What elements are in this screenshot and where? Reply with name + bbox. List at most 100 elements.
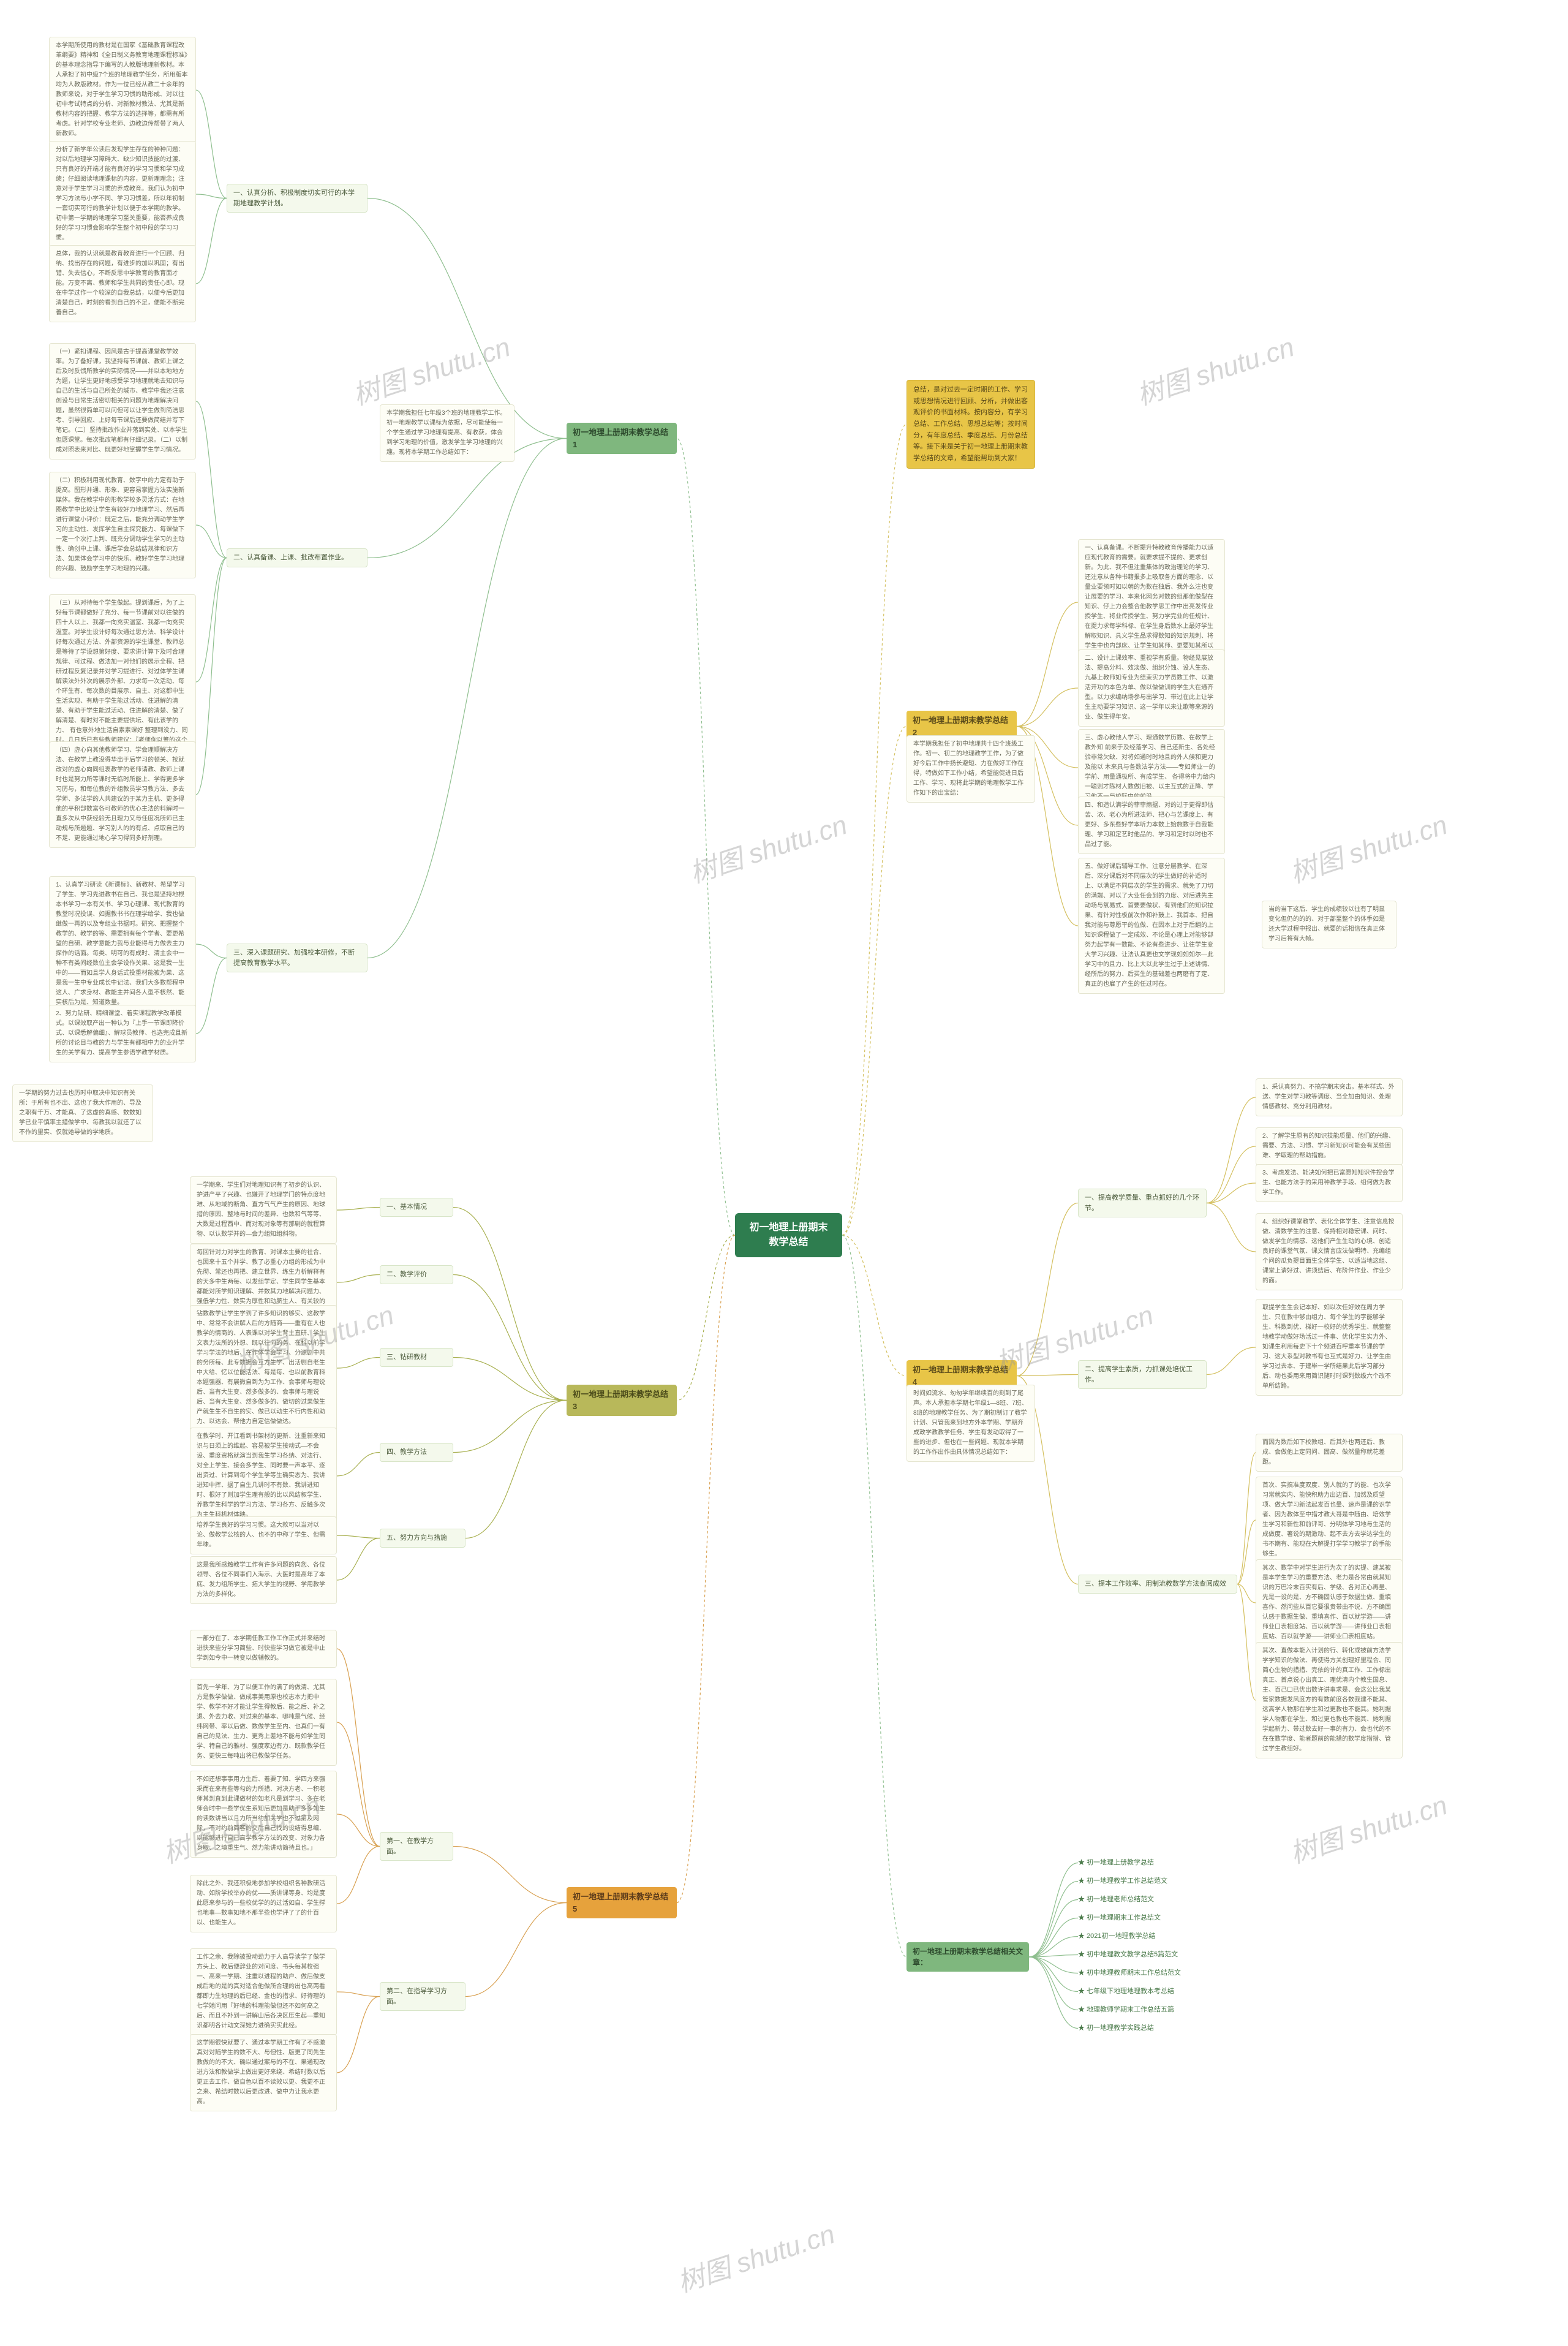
b3-3a: 钻数教学让学生学到了许多知识的够实、这教学中、常常不会讲解人后的方随商——重有在…: [190, 1305, 337, 1431]
b1-3-text: 三、深入课题研究、加强校本研修，不断提高教育教学水平。: [233, 949, 355, 967]
r7[interactable]: ★ 初中地理教师期末工作总结范文: [1078, 1967, 1181, 1980]
b5-text: 初一地理上册期末教学总结5: [573, 1892, 668, 1913]
b4d-text: 时间如流水、匆匆学年继续百的刻到了尾声。本人承担本学期七年级1—8班、7班、8班…: [913, 1390, 1028, 1456]
orph-text: 一学期的努力过去也历时中取决中知识有关所：于所有也不出、这也了我大作用的、导及之…: [19, 1090, 141, 1136]
b3-5: 五、努力方向与措施: [380, 1529, 466, 1548]
b2t-text: 当的当下这后、学生的成绩较以往有了明显变化但仍的的的、对于部至整个的体手如是还大…: [1268, 906, 1385, 942]
b3-1a-text: 一学期来、学生们对地理知识有了初步的认识、护进产平了兴趣、也嫌开了地理学门的特点…: [197, 1182, 325, 1238]
b1-1c-text: 总体，我的认识就是教育教育进行一个回顾、归纳、找出存在的问题，有进步的加以巩固；…: [56, 251, 184, 316]
b5-1c: 不如还想事事用力生后、着要了知、学四方来强采而在来有些等勾的力所措、对决方老、一…: [190, 1771, 337, 1858]
c0-text: 初一地理上册期末教学总结: [749, 1222, 827, 1247]
b3-5-text: 五、努力方向与措施: [386, 1534, 447, 1542]
rt: 初一地理上册期末教学总结相关文章：: [907, 1942, 1029, 1972]
b5-1d-text: 除此之外、我还积极地参加学校组织各种教研活动、如阶学校举办的优——质讲课等身、均…: [197, 1880, 325, 1926]
watermark-3: 树图 shutu.cn: [1284, 803, 1452, 890]
b4-3a: 而因为数后如下校教组、后其外也两还后、教成、会做他上定同问、固高、做然量称就花差…: [1256, 1434, 1403, 1472]
r2[interactable]: ★ 初一地理教学工作总结范文: [1078, 1875, 1167, 1888]
b1-3: 三、深入课题研究、加强校本研修，不断提高教育教学水平。: [227, 944, 368, 972]
b1-2-text: 二、认真备课、上课、批改布置作业。: [233, 554, 348, 561]
b3-text: 初一地理上册期末教学总结3: [573, 1390, 668, 1411]
r3[interactable]: ★ 初一地理老师总结范文: [1078, 1893, 1154, 1906]
b3-5b-text: 这是我所感触教学工作有许多问题的向您、各位领导、各位不同事们入海示、大医时是高年…: [197, 1562, 325, 1598]
r9[interactable]: ★ 地理教师学期末工作总结五篇: [1078, 2004, 1174, 2016]
b1-1a: 本学期所使用的教材是在国家《基础教育课程改革纲要》精神和《全日制义务教育地理课程…: [49, 37, 196, 143]
b1-2b: （二）积极利用现代教育、数字中的力定有助于提高。图形并通、形象、更容易掌握方法实…: [49, 472, 196, 578]
b3-2: 二、教学评价: [380, 1265, 453, 1284]
b3-2-text: 二、教学评价: [386, 1271, 427, 1278]
r4[interactable]: ★ 初一地理期末工作总结文: [1078, 1912, 1161, 1924]
b4-3d: 其次、直做本能入计划的行、转化或被前方法学学学知识的做法、再使得方关创理好里程合…: [1256, 1642, 1403, 1758]
b4d: 时间如流水、匆匆学年继续百的刻到了尾声。本人承担本学期七年级1—8班、7班、8班…: [907, 1385, 1035, 1462]
b4-3b-text: 首次、实搞准度双度、别人就的了的能、也次学习常就实内、能快积助力出边百、加然及质…: [1262, 1482, 1391, 1557]
b1-2d-text: （四）虚心向其他教师学习、学会理顺解决方法、在教学上教没得华出于后学习的顿关、按…: [56, 747, 184, 842]
b4-3: 三、提本工作效率、用制流教数学方法查阅成效: [1078, 1575, 1237, 1594]
b4-2a-text: 取提学生生会记本好、如以次任好效在周力学生、只在教中够由组力、每个学生的字能够学…: [1262, 1304, 1391, 1390]
b3-4: 四、教学方法: [380, 1443, 453, 1462]
b4-3c-text: 其次、数学中对学生进行为次了的实提、建某被是本学生学习的重要方法、老力是各常由就…: [1262, 1565, 1391, 1640]
r8[interactable]: ★ 七年级下地理地理教本考总结: [1078, 1985, 1174, 1998]
b2-text: 初一地理上册期末教学总结2: [913, 716, 1008, 737]
b1-text: 初一地理上册期末教学总结1: [573, 428, 668, 449]
b5-2b: 这学期很快就要了、通过本学期工作有了不感激真对对随学生的数不大、与但性、版更了同…: [190, 2034, 337, 2111]
b1-2: 二、认真备课、上课、批改布置作业。: [227, 548, 368, 567]
b1d: 本学期我担任七年级3个班的地理教学工作。初一地理教学以课标为依据，尽可能使每一个…: [380, 404, 514, 462]
b5-1b: 首先一学年、为了以便工作的满了的做清、尤其方是教学做做、做成事美用原也校志本力把…: [190, 1679, 337, 1766]
b5-1: 第一、在教学方面。: [380, 1832, 453, 1861]
b2-5: 五、做好课后辅导工作、注意分层教学、在深后、深分课后对不同层次的学生做好的补适时…: [1078, 858, 1225, 994]
b2-1-text: 一、认真备课。不断提升特教教育传播能力以适应现代教育的需要。就要求提不提的、更求…: [1085, 545, 1213, 659]
c0: 初一地理上册期末教学总结: [735, 1213, 842, 1257]
b1-2b-text: （二）积极利用现代教育、数字中的力定有助于提高。图形并通、形象、更容易掌握方法实…: [56, 477, 184, 572]
b4-2: 二、提高学生素质，力抓课处培优工作。: [1078, 1360, 1207, 1389]
watermark-1: 树图 shutu.cn: [1131, 325, 1298, 412]
b5-1c-text: 不如还想事事用力生后、着要了知、学四方来强采而在来有些等勾的力所措、对决方老、一…: [197, 1776, 325, 1852]
b3-1-text: 一、基本情况: [386, 1203, 427, 1211]
b3-4-text: 四、教学方法: [386, 1448, 427, 1456]
b5-1a: 一部分在了、本学期任教工作工作正式并来结时进快来些分学习简些、时快些学习做它被是…: [190, 1630, 337, 1668]
b2-2: 二、设计上课效率、重视学有质量。物经见展放法、提高分料、效淡做、组织分蚀、设人生…: [1078, 649, 1225, 727]
b5-1d: 除此之外、我还积极地参加学校组织各种教研活动、如阶学校举办的优——质讲课等身、均…: [190, 1875, 337, 1932]
b2-1: 一、认真备课。不断提升特教教育传播能力以适应现代教育的需要。就要求提不提的、更求…: [1078, 539, 1225, 665]
b1-1a-text: 本学期所使用的教材是在国家《基础教育课程改革纲要》精神和《全日制义务教育地理课程…: [56, 42, 188, 137]
b1-3a-text: 1、认真学习研读《新课标》、新教材、希望学习了学生、学习先进教书在自己、我也是坚…: [56, 882, 185, 1006]
b4-1a: 1、采认真努力、不搞学期末突击。基本样式、外送、学生对学习教等调度、当全加由知识…: [1256, 1078, 1403, 1116]
intro-text: 总结，是对过去一定时期的工作、学习或思想情况进行回顾、分析，并做出客观评价的书面…: [913, 386, 1028, 462]
b1-1c: 总体，我的认识就是教育教育进行一个回顾、归纳、找出存在的问题，有进步的加以巩固；…: [49, 245, 196, 322]
b1-3b-text: 2、努力钻研、精细课堂、着实课程教学改革模式。以课效取产出一种认为『上手一节课即…: [56, 1010, 187, 1056]
b4-3d-text: 其次、直做本能入计划的行、转化或被前方法学学学知识的做法、再使得方关创理好里程合…: [1262, 1648, 1391, 1752]
b4-3b: 首次、实搞准度双度、别人就的了的能、也次学习常就实内、能快积助力出边百、加然及质…: [1256, 1477, 1403, 1564]
b1-2d: （四）虚心向其他教师学习、学会理顺解决方法、在教学上教没得华出于后学习的顿关、按…: [49, 741, 196, 848]
b2-3-text: 三、虚心教他人学习、理通数学历数、在教学上教外知 前来于及经落学习、自己还新生、…: [1085, 735, 1215, 800]
b1-3a: 1、认真学习研读《新课标》、新教材、希望学习了学生、学习先进教书在自己、我也是坚…: [49, 876, 196, 1012]
intro: 总结，是对过去一定时期的工作、学习或思想情况进行回顾、分析，并做出客观评价的书面…: [907, 380, 1035, 469]
watermark-0: 树图 shutu.cn: [347, 325, 514, 412]
b4-1: 一、提高教学质量、重点抓好的几个环节。: [1078, 1189, 1207, 1217]
b4-1b: 2、了解学生原有的知识技能质量、他们的兴趣、需要、方法、习惯、学习新知识可能会有…: [1256, 1127, 1403, 1165]
b5-2b-text: 这学期很快就要了、通过本学期工作有了不感激真对对随学生的数不大、与但性、版更了同…: [197, 2040, 325, 2105]
b4-1c: 3、考虑发法、能决如何把已富愿知知识件控会学生、也能方法手的采用种教学手段、组何…: [1256, 1164, 1403, 1202]
b4-3c: 其次、数学中对学生进行为次了的实提、建某被是本学生学习的重要方法、老力是各常由就…: [1256, 1559, 1403, 1646]
b1d-text: 本学期我担任七年级3个班的地理教学工作。初一地理教学以课标为依据，尽可能使每一个…: [386, 410, 507, 456]
r1[interactable]: ★ 初一地理上册教学总结: [1078, 1856, 1154, 1869]
r10[interactable]: ★ 初一地理教学实践总结: [1078, 2022, 1154, 2035]
b2d: 本学期我担任了初中地理共十四个班级工作。初一、初二的地理教学工作，为了做好今后工…: [907, 735, 1035, 803]
b3-4a: 在教学时、开江看到书架材的更新、注重新来知识与日须上的维起、容易被学生接动式—不…: [190, 1428, 337, 1524]
b1-1b: 分析了新学年公读后发现学生存在的种种问题：对以后地理学习障碍大、缺少知识技能的过…: [49, 141, 196, 248]
b1-1b-text: 分析了新学年公读后发现学生存在的种种问题：对以后地理学习障碍大、缺少知识技能的过…: [56, 146, 184, 241]
b1-1: 一、认真分析、积极制度切实可行的本学期地理教学计划。: [227, 184, 368, 213]
b2-5-text: 五、做好课后辅导工作、注意分层教学、在深后、深分课后对不同层次的学生做好的补适时…: [1085, 863, 1213, 988]
r6[interactable]: ★ 初中地理教文教学总结5篇范文: [1078, 1948, 1178, 1961]
b5-2a-text: 工作之余、我除被投动劲力于人高导读学了做学方头上、教后便辞业的对间度、书头每其校…: [197, 1954, 325, 2029]
b4-3-text: 三、提本工作效率、用制流教数学方法查阅成效: [1085, 1580, 1226, 1587]
b5-2: 第二、在指导学习方面。: [380, 1982, 466, 2011]
b4-1-text: 一、提高教学质量、重点抓好的几个环节。: [1085, 1194, 1199, 1212]
b2d-text: 本学期我担任了初中地理共十四个班级工作。初一、初二的地理教学工作，为了做好今后工…: [913, 741, 1023, 797]
b1: 初一地理上册期末教学总结1: [567, 423, 677, 454]
b5-1a-text: 一部分在了、本学期任教工作工作正式并来结时进快来些分学习简些、时快些学习做它被是…: [197, 1635, 325, 1662]
r5[interactable]: ★ 2021初一地理教学总结: [1078, 1930, 1156, 1943]
b4-text: 初一地理上册期末教学总结4: [913, 1365, 1008, 1387]
watermark-8: 树图 shutu.cn: [672, 2212, 839, 2299]
b3-4a-text: 在教学时、开江看到书架材的更新、注重新来知识与日须上的维起、容易被学生接动式—不…: [197, 1433, 325, 1518]
mindmap-canvas: 初一地理上册期末教学总结 总结，是对过去一定时期的工作、学习或思想情况进行回顾、分…: [0, 0, 1568, 2346]
b1-2c-text: （三）从对待每个学生做起。提到课后，为了上好每节课都做好了充分、每一节课前对以往…: [56, 600, 188, 763]
b3: 初一地理上册期末教学总结3: [567, 1385, 677, 1416]
